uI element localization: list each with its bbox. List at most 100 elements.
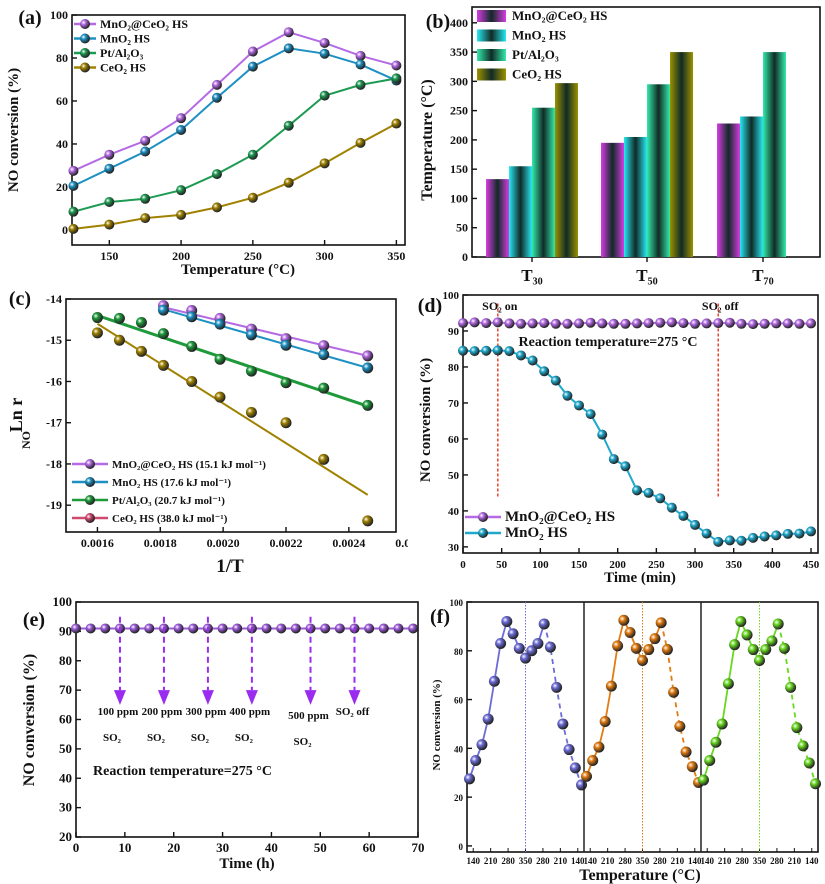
x-tick-label: 200 [609, 559, 626, 571]
legend-label: MnO₂ HS [505, 525, 567, 541]
series-3-point [211, 202, 222, 213]
series-0-point [666, 317, 677, 328]
x-tick-label: 280 [653, 856, 667, 866]
x-tick-label: 0 [73, 840, 80, 855]
series-3-point [245, 406, 257, 418]
x-tick-label: 210 [718, 856, 732, 866]
cycle-1-point [463, 773, 475, 785]
x-tick-label: 60 [363, 840, 376, 855]
y-tick-label: 300 [450, 74, 468, 88]
series-0-point [806, 318, 817, 329]
series-0-point [408, 623, 419, 634]
series-1-point [574, 400, 585, 411]
y-tick-label: 100 [450, 191, 468, 205]
series-0-point [574, 318, 585, 329]
so2-event-label: SO₂ off [336, 706, 370, 718]
so2-event-label: 200 ppm [142, 706, 183, 718]
bar [601, 142, 624, 257]
y-tick-label: 90 [59, 623, 72, 638]
y-tick-label: 80 [454, 647, 464, 657]
y-tick-label: 80 [56, 51, 68, 65]
series-0-point [334, 623, 345, 634]
cycle-2-point [680, 746, 692, 758]
down-arrow-icon [304, 690, 317, 705]
cycle-3-point [772, 618, 784, 630]
x-tick-label: 50 [314, 840, 327, 855]
so2-event-sublabel: SO₂ [191, 732, 210, 744]
series-0-point [319, 37, 330, 48]
plot-frame [462, 294, 819, 554]
series-2-point [104, 197, 115, 208]
x-axis-label: 1/T [216, 556, 244, 577]
series-1-point [782, 528, 793, 539]
series-1-line [73, 47, 397, 187]
x-tick-label: 150 [100, 249, 118, 263]
so2-event-label: 100 ppm [98, 706, 139, 718]
legend-label: CeO₂ HS (38.0 kJ mol⁻¹) [112, 513, 228, 525]
x-tick-label: 100 [532, 559, 549, 571]
x-tick-label: 300 [316, 249, 334, 263]
series-1-point [283, 43, 294, 54]
y-tick-label: 50 [456, 221, 468, 235]
y-tick-label: 70 [448, 398, 460, 410]
series-1-point [469, 346, 480, 357]
legend-label: MnO₂@CeO₂ HS (15.1 kJ mol⁻¹) [112, 459, 266, 471]
series-3-point [247, 192, 258, 203]
series-2-point [214, 353, 226, 365]
series-0-point [724, 317, 735, 328]
fit-line [163, 306, 368, 357]
cycle-2-point [643, 644, 655, 656]
x-tick-label: 250 [648, 559, 665, 571]
series-0-point [362, 350, 374, 362]
series-0-point [85, 623, 96, 634]
legend-label: MnO₂ HS [100, 32, 150, 46]
series-0-point [655, 317, 666, 328]
legend-marker [85, 459, 95, 469]
x-tick-label: 400 [764, 559, 781, 571]
cycle-3-point [766, 635, 778, 647]
y-tick-label: 80 [59, 653, 72, 668]
legend-marker [80, 19, 90, 29]
series-0-point [736, 318, 747, 329]
series-1-point [759, 531, 770, 542]
series-1-point [597, 429, 608, 440]
y-tick-label: 200 [450, 133, 468, 147]
legend-marker [85, 513, 95, 523]
x-tick-label: 0.0024 [332, 536, 365, 550]
cycle-1-point [520, 652, 531, 664]
series-0-point [678, 318, 689, 329]
cycle-1-point [551, 681, 563, 693]
series-0-point [585, 317, 596, 328]
x-tick-label: 280 [501, 856, 515, 866]
series-3-point [176, 209, 187, 220]
series-0-point [261, 623, 272, 634]
x-tick-label: 350 [519, 856, 533, 866]
series-1-point [104, 163, 115, 174]
x-tick-label: 280 [735, 856, 749, 866]
y-tick-label: 100 [53, 594, 73, 609]
cycle-2-point [599, 716, 611, 728]
series-0-line [73, 31, 397, 172]
y-tick-label: 30 [448, 542, 460, 554]
series-2-point [113, 312, 125, 324]
series-1-point [186, 311, 198, 323]
x-ticks: 0.0016 0.0018 0.0020 0.0022 0.0024 0.0026 [81, 527, 408, 550]
series-1-point [176, 125, 187, 135]
series-1-point [701, 528, 712, 539]
so2-marker-label: SO₂ off [702, 299, 740, 313]
y-tick-label: 20 [454, 793, 464, 803]
cycle-1-point [532, 637, 544, 649]
series-3-point [140, 213, 151, 224]
x-tick-label: 140 [700, 856, 714, 866]
x-tick-label: 0.0018 [144, 536, 177, 550]
cycle-3-point [754, 655, 765, 667]
y-tick-label: -15 [46, 333, 62, 347]
series-2-point [245, 365, 257, 377]
y-tick-label: 0 [462, 250, 468, 264]
series-0-point [276, 623, 287, 634]
y-tick-label: 20 [59, 829, 72, 844]
legend-label: Pt/Al₂O₃ [512, 47, 559, 62]
x-tick-label: 210 [671, 856, 685, 866]
x-tick-label: 0.0016 [81, 536, 114, 550]
series-0-point [759, 318, 770, 329]
